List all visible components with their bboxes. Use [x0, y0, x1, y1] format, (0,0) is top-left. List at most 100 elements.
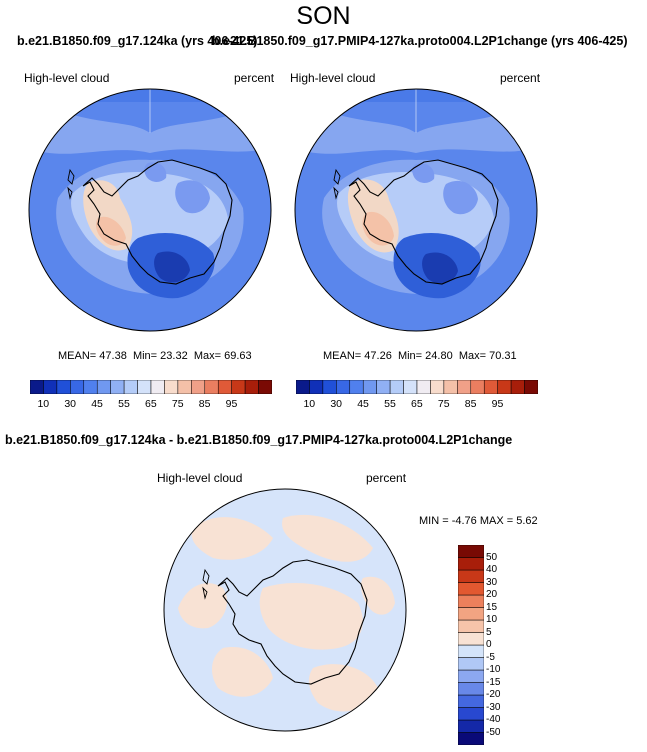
colorbar-swatch: [497, 380, 512, 394]
colorbar-tick-label: 50: [486, 551, 498, 563]
colorbar-tick-label: 65: [145, 398, 157, 410]
colorbar-swatch: [458, 644, 484, 658]
colorbar-tick-label: 0: [486, 639, 492, 650]
colorbar-tick-label: -20: [486, 689, 501, 700]
colorbar-swatch: [244, 380, 259, 394]
colorbar-swatch: [458, 619, 484, 633]
colorbar-swatch: [376, 380, 391, 394]
difference-polar-map: [163, 488, 407, 732]
colorbar-swatch: [309, 380, 324, 394]
colorbar-swatch: [470, 380, 485, 394]
colorbar-tick-label: 30: [64, 398, 77, 410]
colorbar-tick-label: 30: [486, 576, 498, 588]
colorbar-tick-label: 75: [171, 398, 184, 410]
colorbar-swatch: [177, 380, 192, 394]
colorbar-tick-label: -10: [486, 664, 501, 675]
colorbar-tick-label: 55: [118, 398, 130, 410]
colorbar-swatch: [458, 632, 484, 646]
colorbar-tick-label: -5: [486, 651, 495, 663]
colorbar-tick-label: 85: [198, 398, 211, 410]
colorbar-swatch: [389, 380, 404, 394]
colorbar-swatch: [457, 380, 472, 394]
colorbar-tick-label: 45: [357, 398, 369, 410]
colorbar-swatch: [30, 380, 44, 394]
diff-variable-label: High-level cloud: [157, 471, 243, 485]
colorbar-tick-label: 30: [330, 398, 343, 410]
colorbar-tick-label: 40: [486, 564, 498, 575]
diff-stats: MIN = -4.76 MAX = 5.62: [419, 515, 538, 527]
colorbar-swatch: [416, 380, 431, 394]
colorbar-swatch: [458, 557, 484, 571]
colorbar-tick-label: 10: [486, 614, 498, 625]
colorbar-swatch: [458, 694, 484, 708]
colorbar-swatch: [510, 380, 525, 394]
left-units-label: percent: [234, 71, 275, 85]
colorbar-swatch: [110, 380, 125, 394]
colorbar-tick-label: -30: [486, 701, 501, 713]
left-colorbar: [30, 380, 272, 394]
colorbar-swatch: [458, 594, 484, 608]
right-polar-map: [294, 88, 538, 332]
colorbar-swatch: [137, 380, 152, 394]
diff-units-label: percent: [366, 471, 407, 485]
colorbar-swatch: [349, 380, 364, 394]
colorbar-tick-label: 10: [37, 398, 50, 410]
header-right-case: b.e21.B1850.f09_g17.PMIP4-127ka.proto004…: [212, 34, 628, 48]
colorbar-swatch: [164, 380, 179, 394]
colorbar-tick-label: 95: [225, 398, 238, 410]
colorbar-swatch: [96, 380, 111, 394]
colorbar-swatch: [362, 380, 377, 394]
colorbar-swatch: [322, 380, 337, 394]
colorbar-swatch: [336, 380, 351, 394]
right-stats: MEAN= 47.26 Min= 24.80 Max= 70.31: [323, 350, 517, 362]
colorbar-swatch: [296, 380, 310, 394]
colorbar-tick-label: -40: [486, 714, 501, 725]
colorbar-tick-label: 5: [486, 626, 492, 638]
colorbar-swatch: [150, 380, 165, 394]
colorbar-swatch: [443, 380, 458, 394]
colorbar-swatch: [458, 707, 484, 721]
colorbar-swatch: [458, 719, 484, 733]
left-polar-map: [28, 88, 272, 332]
difference-colorbar: [458, 545, 484, 745]
colorbar-tick-label: 10: [303, 398, 316, 410]
colorbar-tick-label: 75: [437, 398, 450, 410]
colorbar-swatch: [217, 380, 232, 394]
left-variable-label: High-level cloud: [24, 71, 110, 85]
colorbar-swatch: [231, 380, 246, 394]
colorbar-tick-label: -15: [486, 676, 501, 688]
right-variable-label: High-level cloud: [290, 71, 376, 85]
colorbar-swatch: [458, 545, 484, 558]
colorbar-swatch: [83, 380, 98, 394]
header-left-case: b.e21.B1850.f09_g17.124ka (yrs 406-425): [17, 34, 258, 48]
right-units-label: percent: [500, 71, 541, 85]
colorbar-tick-label: 65: [411, 398, 423, 410]
colorbar-tick-label: 85: [464, 398, 477, 410]
colorbar-swatch: [430, 380, 445, 394]
colorbar-tick-label: 55: [384, 398, 396, 410]
colorbar-swatch: [70, 380, 85, 394]
colorbar-swatch: [43, 380, 58, 394]
colorbar-tick-label: 15: [486, 601, 498, 613]
colorbar-swatch: [483, 380, 498, 394]
colorbar-swatch: [258, 380, 272, 394]
colorbar-swatch: [191, 380, 206, 394]
colorbar-tick-label: -50: [486, 726, 501, 738]
colorbar-tick-label: 95: [491, 398, 504, 410]
colorbar-swatch: [458, 582, 484, 596]
left-stats: MEAN= 47.38 Min= 23.32 Max= 69.63: [58, 350, 252, 362]
colorbar-swatch: [403, 380, 418, 394]
colorbar-swatch: [458, 607, 484, 621]
colorbar-tick-label: 20: [486, 589, 498, 600]
colorbar-tick-label: 45: [91, 398, 103, 410]
season-title: SON: [296, 2, 351, 30]
colorbar-swatch: [458, 682, 484, 696]
right-colorbar: [296, 380, 538, 394]
colorbar-swatch: [56, 380, 71, 394]
colorbar-swatch: [458, 669, 484, 683]
colorbar-swatch: [123, 380, 138, 394]
colorbar-swatch: [458, 732, 484, 745]
colorbar-swatch: [458, 569, 484, 583]
colorbar-swatch: [204, 380, 219, 394]
colorbar-swatch: [524, 380, 538, 394]
